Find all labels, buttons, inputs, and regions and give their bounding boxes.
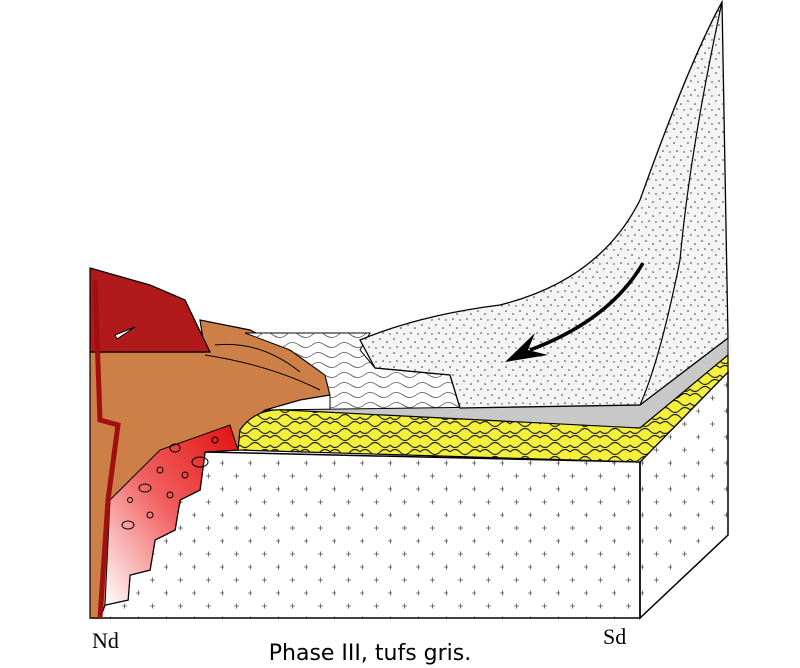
- volcano: [89, 267, 211, 353]
- ash-plume-pattern: [360, 2, 728, 408]
- gray-tuff-pattern: [245, 333, 460, 410]
- vent: [114, 326, 136, 340]
- contour: [214, 343, 301, 373]
- contour: [204, 354, 321, 391]
- label-left: Nd: [92, 628, 119, 653]
- clasts: [121, 436, 219, 530]
- red-tuff: [104, 424, 239, 606]
- plume-edge: [639, 1, 723, 406]
- label-right: Sd: [603, 624, 626, 649]
- fault: [92, 279, 121, 619]
- yellow-pattern: [238, 355, 728, 462]
- caption: Phase III, tufs gris.: [269, 641, 471, 666]
- flow-arrow: [529, 262, 645, 352]
- arrow-head: [505, 333, 548, 362]
